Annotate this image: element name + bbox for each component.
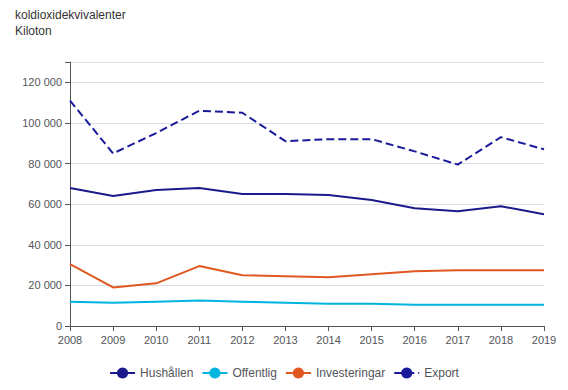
svg-text:2009: 2009 [101,334,125,346]
svg-text:Offentlig: Offentlig [232,366,276,380]
svg-text:Kiloton: Kiloton [15,24,52,38]
svg-text:2017: 2017 [446,334,470,346]
svg-text:0: 0 [56,320,62,332]
svg-text:2008: 2008 [58,334,82,346]
svg-text:koldioxidekvivalenter: koldioxidekvivalenter [15,8,126,22]
svg-text:2018: 2018 [489,334,513,346]
svg-text:Hushållen: Hushållen [140,366,193,380]
svg-text:2015: 2015 [359,334,383,346]
svg-text:2016: 2016 [402,334,426,346]
svg-text:2011: 2011 [187,334,211,346]
svg-text:20 000: 20 000 [28,279,62,291]
svg-text:60 000: 60 000 [28,198,62,210]
svg-text:40 000: 40 000 [28,239,62,251]
svg-text:Export: Export [424,366,459,380]
svg-text:2013: 2013 [273,334,297,346]
svg-text:100 000: 100 000 [22,117,62,129]
svg-text:2019: 2019 [532,334,556,346]
svg-text:2014: 2014 [316,334,340,346]
svg-text:80 000: 80 000 [28,158,62,170]
svg-text:2010: 2010 [144,334,168,346]
svg-text:120 000: 120 000 [22,76,62,88]
svg-text:Investeringar: Investeringar [316,366,385,380]
svg-text:2012: 2012 [230,334,254,346]
